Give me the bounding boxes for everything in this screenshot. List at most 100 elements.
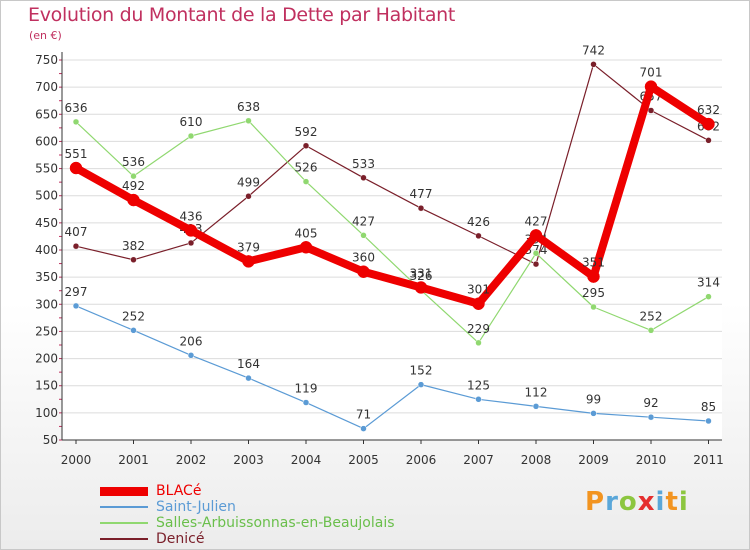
- legend-label: Salles-Arbuissonnas-en-Beaujolais: [156, 515, 395, 531]
- data-point: [130, 172, 137, 180]
- data-point: [532, 260, 540, 268]
- x-tick-label: 2010: [636, 453, 667, 467]
- data-label: 436: [180, 209, 203, 223]
- data-label: 252: [640, 309, 663, 323]
- data-label: 592: [295, 125, 318, 139]
- data-label: 297: [65, 285, 88, 299]
- x-tick-label: 2009: [578, 453, 609, 467]
- data-label: 636: [65, 101, 88, 115]
- data-point: [245, 117, 252, 125]
- data-label: 206: [180, 334, 203, 348]
- data-label: 638: [237, 100, 260, 114]
- data-point: [705, 417, 712, 425]
- y-tick-label: 300: [35, 297, 58, 311]
- data-label: 314: [697, 276, 720, 290]
- data-label: 92: [643, 396, 658, 410]
- logo-letter: i: [655, 487, 666, 517]
- data-label: 427: [352, 214, 375, 228]
- data-point: [360, 174, 367, 182]
- legend-item: BLACé: [100, 483, 395, 499]
- logo-letter: P: [585, 487, 606, 517]
- series-line: [72, 82, 713, 308]
- data-point: [187, 132, 195, 140]
- series-line: [75, 305, 710, 430]
- data-point: [417, 204, 425, 212]
- data-label: 71: [356, 408, 371, 422]
- data-label: 427: [525, 214, 548, 228]
- y-tick-label: 700: [35, 80, 58, 94]
- data-point: [360, 232, 367, 239]
- y-tick-label: 50: [43, 433, 58, 447]
- data-point: [360, 425, 367, 432]
- y-tick-label: 600: [35, 134, 58, 148]
- data-point: [72, 302, 80, 310]
- y-tick-label: 350: [35, 270, 58, 284]
- data-point: [417, 381, 425, 388]
- legend: BLACé Saint-Julien Salles-Arbuissonnas-en-…: [100, 483, 395, 547]
- logo-letter: t: [665, 487, 679, 517]
- data-point: [705, 293, 712, 300]
- x-tick-label: 2008: [521, 453, 552, 467]
- logo-letter: o: [618, 487, 638, 517]
- data-point: [187, 352, 195, 359]
- proxiti-logo: Proxiti: [585, 487, 689, 517]
- data-point: [242, 255, 255, 268]
- data-point: [302, 399, 310, 406]
- logo-letter: i: [678, 487, 689, 517]
- data-label: 326: [410, 269, 433, 283]
- data-label: 112: [525, 385, 548, 399]
- data-point: [245, 193, 252, 200]
- data-point: [475, 396, 482, 403]
- data-label: 164: [237, 357, 260, 371]
- x-tick-label: 2005: [348, 453, 379, 467]
- y-tick-label: 250: [35, 324, 58, 338]
- y-tick-label: 100: [35, 406, 58, 420]
- data-label: 85: [701, 400, 716, 414]
- data-label: 536: [122, 155, 145, 169]
- data-point: [72, 242, 80, 250]
- y-tick-label: 650: [35, 107, 58, 121]
- data-label: 742: [582, 43, 605, 57]
- legend-item: Salles-Arbuissonnas-en-Beaujolais: [100, 515, 395, 531]
- data-point: [357, 265, 370, 278]
- legend-item: Saint-Julien: [100, 499, 395, 515]
- data-point: [472, 297, 485, 310]
- data-point: [705, 137, 712, 144]
- y-tick-label: 400: [35, 243, 58, 257]
- data-label: 533: [352, 157, 375, 171]
- data-point: [127, 193, 140, 207]
- legend-swatch: [100, 486, 148, 496]
- logo-letter: r: [605, 487, 619, 517]
- data-label: 382: [122, 239, 145, 253]
- x-tick-label: 2001: [118, 453, 149, 467]
- y-tick-label: 450: [35, 216, 58, 230]
- data-point: [644, 80, 658, 93]
- data-label: 610: [180, 115, 203, 129]
- series-line: [75, 120, 710, 344]
- logo-letter: x: [637, 487, 656, 517]
- x-tick-label: 2002: [176, 453, 207, 467]
- x-tick-label: 2011: [693, 453, 724, 467]
- series-line: [75, 63, 710, 265]
- data-point: [184, 224, 198, 237]
- data-point: [72, 118, 80, 126]
- x-tick-label: 2006: [406, 453, 437, 467]
- y-tick-label: 500: [35, 189, 58, 203]
- data-label: 632: [697, 103, 720, 117]
- data-label: 360: [352, 251, 375, 265]
- data-point: [302, 142, 310, 150]
- data-point: [647, 327, 655, 334]
- data-point: [69, 161, 83, 175]
- data-point: [702, 117, 715, 131]
- data-label: 701: [640, 66, 663, 80]
- data-label: 492: [122, 179, 145, 193]
- data-point: [302, 178, 310, 185]
- data-point: [587, 270, 600, 283]
- data-point: [590, 303, 597, 311]
- legend-label: Denicé: [156, 531, 205, 547]
- data-label: 526: [295, 161, 318, 175]
- data-label: 426: [467, 215, 490, 229]
- data-label: 477: [410, 187, 433, 201]
- y-tick-label: 200: [35, 352, 58, 366]
- data-label: 351: [582, 256, 605, 270]
